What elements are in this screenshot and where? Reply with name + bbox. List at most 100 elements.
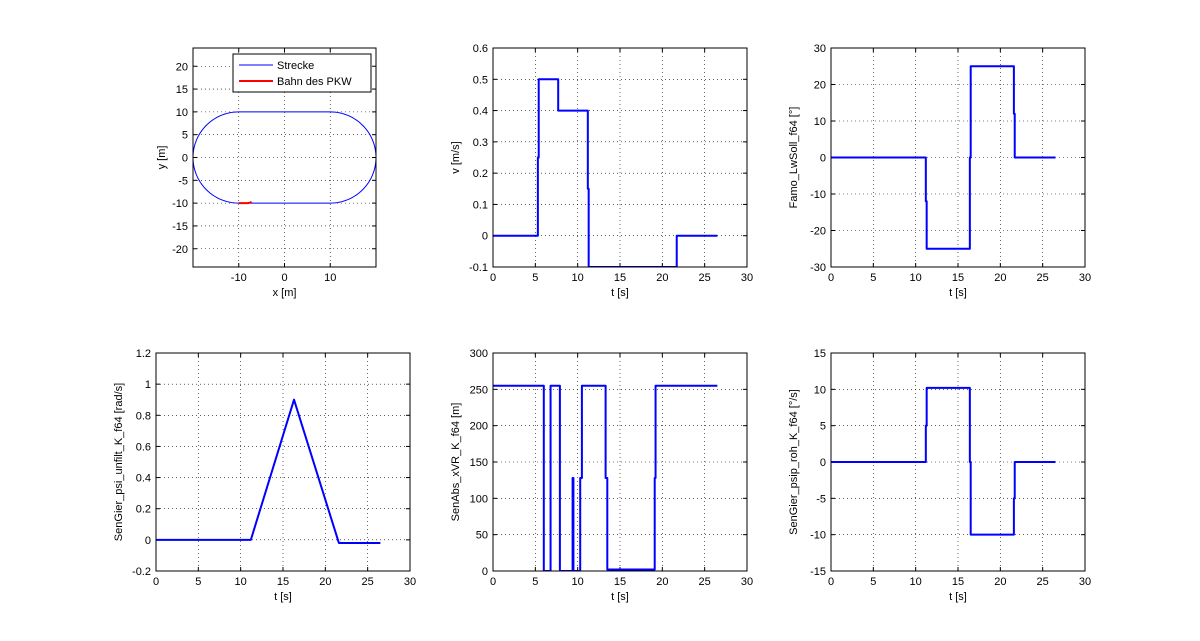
y-tick-label: 1 xyxy=(145,379,151,391)
y-tick-label: 200 xyxy=(470,421,488,433)
y-tick-label: 20 xyxy=(176,61,188,73)
y-tick-label: 10 xyxy=(176,107,188,119)
x-axis-label: t [s] xyxy=(949,287,967,299)
series-line xyxy=(156,398,381,544)
x-tick-label: 15 xyxy=(952,576,964,588)
y-tick-label: 0 xyxy=(182,153,188,165)
x-tick-label: 25 xyxy=(362,576,374,588)
x-axis-label: t [s] xyxy=(611,287,629,299)
x-tick-label: 5 xyxy=(532,576,538,588)
x-tick-label: 0 xyxy=(828,272,834,284)
y-axis-label: Famo_LwSoll_f64 [°] xyxy=(788,107,800,209)
y-tick-label: -10 xyxy=(172,198,188,210)
x-tick-label: 30 xyxy=(1079,272,1091,284)
legend: Strecke Bahn des PKW xyxy=(232,53,372,93)
x-tick-label: 10 xyxy=(235,576,247,588)
x-tick-label: 5 xyxy=(532,272,538,284)
x-tick-label: 10 xyxy=(572,576,584,588)
axes-frame xyxy=(492,47,748,268)
y-axis-label: SenAbs_xVR_K_f64 [m] xyxy=(450,403,462,522)
y-tick-label: 15 xyxy=(814,348,826,360)
x-tick-label: 5 xyxy=(870,576,876,588)
y-tick-label: 0 xyxy=(145,535,151,547)
x-tick-label: 20 xyxy=(656,576,668,588)
subplot-track: -10 0 10 -20 -15 -10 -5 0 5 10 15 20 x [m] y [m] Strec… xyxy=(156,47,377,299)
x-tick-label: 20 xyxy=(994,272,1006,284)
y-tick-label: -10 xyxy=(810,189,826,201)
x-tick-label: 25 xyxy=(699,272,711,284)
y-tick-label: -15 xyxy=(172,221,188,233)
x-tick-label: 0 xyxy=(490,576,496,588)
y-tick-label: 0.3 xyxy=(473,137,488,149)
y-tick-label: 10 xyxy=(814,116,826,128)
y-tick-label: -20 xyxy=(810,226,826,238)
series-line xyxy=(493,78,718,267)
x-tick-label: 10 xyxy=(324,272,336,284)
y-tick-label: -10 xyxy=(810,530,826,542)
y-tick-label: 0.4 xyxy=(473,106,488,118)
subplot-steer: 0 5 10 15 20 25 30 -30 -20 -10 0 10 20 30 t [s] Famo_Lw… xyxy=(788,43,1091,299)
y-tick-label: 0.4 xyxy=(136,473,151,485)
x-tick-label: 30 xyxy=(404,576,416,588)
y-tick-label: 0 xyxy=(482,566,488,578)
x-tick-label: 10 xyxy=(572,272,584,284)
y-tick-label: 0.6 xyxy=(473,43,488,55)
y-tick-label: 0 xyxy=(820,457,826,469)
axes-frame xyxy=(830,352,1086,572)
x-tick-label: 15 xyxy=(952,272,964,284)
y-tick-label: 0.2 xyxy=(473,168,488,180)
y-tick-label: -20 xyxy=(172,244,188,256)
subplot-psip: 0 5 10 15 20 25 30 -15 -10 -5 0 5 10 15 t [s] SenGier_p… xyxy=(788,348,1091,603)
x-tick-label: 25 xyxy=(1037,576,1049,588)
x-tick-label: 20 xyxy=(994,576,1006,588)
y-tick-label: 30 xyxy=(814,43,826,55)
y-tick-label: 50 xyxy=(476,530,488,542)
x-axis-label: x [m] xyxy=(273,287,297,299)
x-tick-label: 25 xyxy=(699,576,711,588)
y-tick-label: 250 xyxy=(470,384,488,396)
y-tick-label: -0.2 xyxy=(132,566,151,578)
y-tick-label: 5 xyxy=(182,130,188,142)
y-tick-label: 1.2 xyxy=(136,348,151,360)
x-tick-label: 20 xyxy=(319,576,331,588)
y-axis-label: SenGier_psi_unfilt_K_f64 [rad/s] xyxy=(113,383,125,541)
series-line xyxy=(831,65,1056,250)
axes-frame xyxy=(830,47,1086,268)
y-tick-label: -5 xyxy=(816,493,826,505)
x-tick-label: 30 xyxy=(741,272,753,284)
legend-entry: Bahn des PKW xyxy=(277,76,352,88)
y-tick-label: 300 xyxy=(470,348,488,360)
x-tick-label: 30 xyxy=(741,576,753,588)
y-axis-label: y [m] xyxy=(156,146,168,170)
x-tick-label: 10 xyxy=(910,272,922,284)
x-axis-label: t [s] xyxy=(274,591,292,603)
x-tick-label: 15 xyxy=(614,576,626,588)
series-line xyxy=(831,386,1056,536)
y-tick-label: -0.1 xyxy=(469,262,488,274)
x-tick-label: 5 xyxy=(195,576,201,588)
x-tick-label: 15 xyxy=(277,576,289,588)
x-axis-label: t [s] xyxy=(949,591,967,603)
x-tick-label: 0 xyxy=(153,576,159,588)
subplot-psi: 0 5 10 15 20 25 30-0.200.20.40.60.811.2t [s]Se… xyxy=(113,348,416,603)
axes-frame xyxy=(192,47,377,268)
y-tick-label: 0.8 xyxy=(136,410,151,422)
x-tick-label: 25 xyxy=(1037,272,1049,284)
x-tick-label: 0 xyxy=(490,272,496,284)
y-tick-label: 150 xyxy=(470,457,488,469)
y-tick-label: 0.5 xyxy=(473,74,488,86)
y-tick-label: 0.6 xyxy=(136,441,151,453)
legend-entry: Strecke xyxy=(277,60,314,72)
x-tick-label: 15 xyxy=(614,272,626,284)
legend-box xyxy=(232,53,372,93)
y-tick-label: 0.1 xyxy=(473,199,488,211)
y-tick-label: 20 xyxy=(814,80,826,92)
y-axis-label: SenGier_psip_roh_K_f64 [°/s] xyxy=(788,389,800,535)
series-line-strecke xyxy=(193,111,376,204)
axes-frame xyxy=(155,352,411,572)
x-tick-label: 20 xyxy=(656,272,668,284)
y-tick-label: 100 xyxy=(470,493,488,505)
y-tick-label: 0 xyxy=(820,153,826,165)
